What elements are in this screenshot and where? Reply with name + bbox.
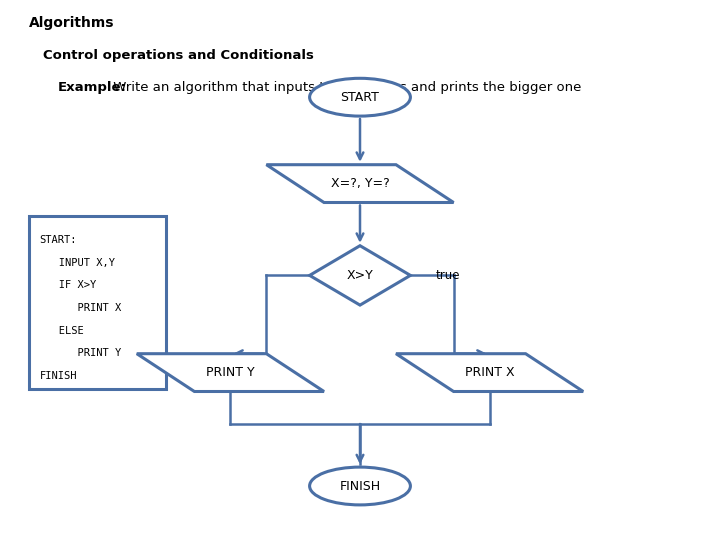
Polygon shape — [266, 165, 454, 202]
Text: FINISH: FINISH — [339, 480, 381, 492]
Text: PRINT Y: PRINT Y — [206, 366, 255, 379]
Text: Algorithms: Algorithms — [29, 16, 114, 30]
Text: IF X>Y: IF X>Y — [40, 280, 96, 291]
FancyBboxPatch shape — [29, 216, 166, 389]
Text: Example:: Example: — [58, 81, 127, 94]
Ellipse shape — [310, 467, 410, 505]
Polygon shape — [137, 354, 324, 391]
Text: ELSE: ELSE — [40, 326, 84, 336]
Polygon shape — [396, 354, 583, 391]
Text: true: true — [436, 269, 460, 282]
Text: X=?, Y=?: X=?, Y=? — [330, 177, 390, 190]
Text: Write an algorithm that inputs two numbers and prints the bigger one: Write an algorithm that inputs two numbe… — [109, 81, 582, 94]
Text: INPUT X,Y: INPUT X,Y — [40, 258, 114, 268]
Text: Control operations and Conditionals: Control operations and Conditionals — [43, 49, 314, 62]
Text: PRINT X: PRINT X — [465, 366, 514, 379]
Polygon shape — [310, 246, 410, 305]
Text: START:: START: — [40, 235, 77, 245]
Text: FINISH: FINISH — [40, 371, 77, 381]
Text: PRINT Y: PRINT Y — [40, 348, 121, 359]
Text: PRINT X: PRINT X — [40, 303, 121, 313]
Text: X>Y: X>Y — [346, 269, 374, 282]
Ellipse shape — [310, 78, 410, 116]
Text: START: START — [341, 91, 379, 104]
